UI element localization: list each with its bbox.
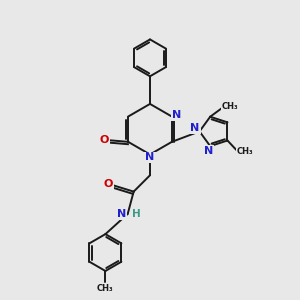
Text: N: N — [146, 152, 154, 162]
Text: N: N — [190, 123, 200, 133]
Text: O: O — [100, 135, 109, 145]
Text: N: N — [204, 146, 213, 156]
Text: N: N — [172, 110, 181, 120]
Text: CH₃: CH₃ — [221, 102, 238, 111]
Text: CH₃: CH₃ — [236, 147, 253, 156]
Text: CH₃: CH₃ — [97, 284, 114, 293]
Text: N: N — [116, 209, 126, 219]
Text: O: O — [104, 179, 113, 189]
Text: H: H — [132, 209, 140, 220]
